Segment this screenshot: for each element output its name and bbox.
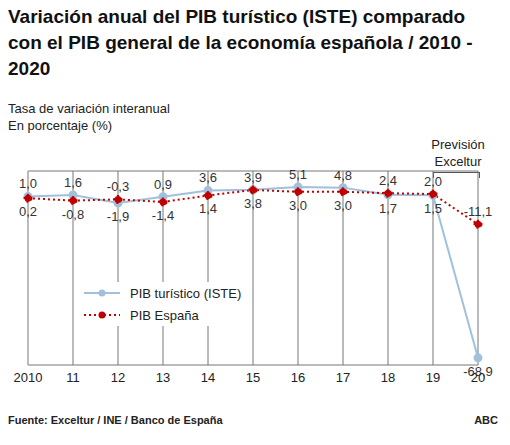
- svg-text:0,2: 0,2: [19, 204, 37, 219]
- svg-text:19: 19: [426, 370, 440, 385]
- svg-text:-11,1: -11,1: [464, 204, 493, 219]
- svg-text:3,0: 3,0: [334, 198, 352, 213]
- svg-text:-1,9: -1,9: [107, 209, 129, 224]
- html-text:Variación anual del PIB turíst: Variación anual del PIB turístico (ISTE)…: [8, 6, 473, 79]
- svg-text:4,8: 4,8: [334, 168, 352, 183]
- svg-text:1,0: 1,0: [19, 176, 37, 191]
- svg-text:3,6: 3,6: [199, 170, 217, 185]
- svg-text:5,1: 5,1: [289, 167, 307, 182]
- svg-text:1,4: 1,4: [199, 201, 217, 216]
- svg-text:-1,4: -1,4: [152, 208, 174, 223]
- svg-text:2,4: 2,4: [379, 173, 397, 188]
- svg-text:1,5: 1,5: [424, 201, 442, 216]
- html-text:Fuente: Exceltur / INE / Banco: Fuente: Exceltur / INE / Banco de España: [8, 414, 223, 426]
- svg-text:1,7: 1,7: [379, 201, 397, 216]
- svg-text:16: 16: [291, 370, 305, 385]
- svg-text:-68,9: -68,9: [463, 364, 493, 379]
- svg-text:18: 18: [381, 370, 395, 385]
- svg-text:-0,8: -0,8: [62, 207, 84, 222]
- svg-text:14: 14: [201, 370, 215, 385]
- svg-text:2,0: 2,0: [424, 174, 442, 189]
- svg-text:0,9: 0,9: [154, 177, 172, 192]
- svg-text:3,8: 3,8: [244, 196, 262, 211]
- svg-text:3,0: 3,0: [289, 198, 307, 213]
- html-text:PIB España: PIB España: [130, 307, 199, 323]
- svg-text:3,9: 3,9: [244, 170, 262, 185]
- html-text:Previsión Exceltur: Previsión Exceltur: [431, 137, 485, 169]
- svg-text:17: 17: [336, 370, 350, 385]
- svg-text:12: 12: [111, 370, 125, 385]
- svg-text:15: 15: [246, 370, 260, 385]
- svg-text:1,6: 1,6: [64, 175, 82, 190]
- svg-text:11: 11: [66, 370, 80, 385]
- html-text:PIB turístico (ISTE): PIB turístico (ISTE): [130, 285, 242, 301]
- html-text:En porcentaje (%): En porcentaje (%): [8, 118, 113, 133]
- html-text:ABC: ABC: [474, 414, 498, 426]
- html-text:Tasa de variación interanual: Tasa de variación interanual: [8, 101, 170, 116]
- svg-text:-0,3: -0,3: [107, 179, 129, 194]
- svg-text:2010: 2010: [14, 370, 43, 385]
- svg-text:13: 13: [156, 370, 170, 385]
